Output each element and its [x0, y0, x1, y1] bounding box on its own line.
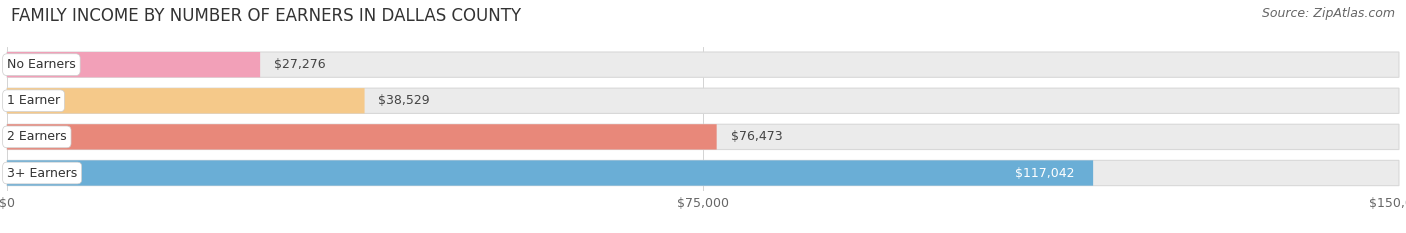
Text: 1 Earner: 1 Earner [7, 94, 60, 107]
FancyBboxPatch shape [7, 160, 1399, 186]
Text: No Earners: No Earners [7, 58, 76, 71]
FancyBboxPatch shape [7, 52, 1399, 77]
Text: $76,473: $76,473 [731, 130, 782, 143]
FancyBboxPatch shape [7, 124, 1399, 150]
Text: 3+ Earners: 3+ Earners [7, 167, 77, 179]
Text: $117,042: $117,042 [1015, 167, 1074, 179]
FancyBboxPatch shape [7, 88, 1399, 113]
Text: $27,276: $27,276 [274, 58, 326, 71]
Text: Source: ZipAtlas.com: Source: ZipAtlas.com [1261, 7, 1395, 20]
Text: 2 Earners: 2 Earners [7, 130, 66, 143]
FancyBboxPatch shape [7, 160, 1092, 186]
FancyBboxPatch shape [7, 124, 717, 150]
FancyBboxPatch shape [7, 52, 260, 77]
FancyBboxPatch shape [7, 88, 364, 113]
Text: FAMILY INCOME BY NUMBER OF EARNERS IN DALLAS COUNTY: FAMILY INCOME BY NUMBER OF EARNERS IN DA… [11, 7, 522, 25]
Text: $38,529: $38,529 [378, 94, 430, 107]
